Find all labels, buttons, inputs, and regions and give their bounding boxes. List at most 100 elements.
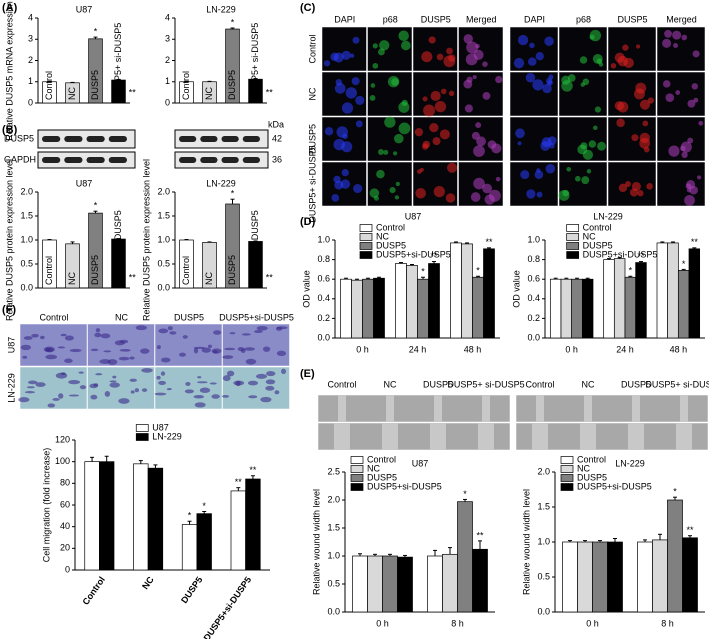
bar <box>613 258 626 339</box>
chart-title: LN-229 <box>206 178 236 188</box>
if-signal <box>635 44 641 49</box>
if-signal <box>616 118 625 128</box>
if-signal <box>445 193 456 203</box>
if-signal <box>672 30 682 40</box>
blot-row-label: GAPDH <box>4 154 36 164</box>
legend-label: Control <box>577 454 606 464</box>
x-tick-label: 8 h <box>451 618 464 628</box>
bar-label: DUSP5+si-DUSP5 <box>250 210 260 285</box>
if-signal <box>575 175 581 182</box>
wound-gap <box>628 423 644 450</box>
if-signal <box>434 100 447 113</box>
migration-cell <box>209 382 217 385</box>
significance: * <box>673 487 677 497</box>
if-signal <box>617 55 628 67</box>
bar-label: NC <box>67 87 77 100</box>
panel-label: (D) <box>300 216 316 228</box>
legend-swatch <box>560 474 574 482</box>
y-tick-label: 1.5 <box>157 210 170 220</box>
if-signal <box>685 183 692 190</box>
migration-cell <box>119 348 131 352</box>
legend-swatch <box>350 465 364 473</box>
bar <box>562 541 578 613</box>
if-signal <box>482 91 491 100</box>
migration-cell <box>241 333 251 336</box>
blot-band <box>42 157 61 163</box>
if-image <box>607 71 657 117</box>
migration-cell <box>95 328 101 333</box>
migration-cell <box>154 392 167 396</box>
migration-cell <box>160 371 166 376</box>
y-tick-label: 1 <box>28 76 33 86</box>
wound-gap <box>334 423 350 450</box>
if-signal <box>520 170 530 180</box>
panel-label: (E) <box>300 368 315 380</box>
if-signal <box>681 151 688 159</box>
if-column-label: Merged <box>466 14 497 24</box>
if-signal <box>484 194 495 205</box>
migration-cell <box>64 335 74 341</box>
bar <box>133 463 149 571</box>
bar-label: NC <box>67 272 77 285</box>
y-tick-label: 60 <box>60 499 70 509</box>
y-tick-label: 1.5 <box>327 522 340 532</box>
if-signal <box>398 122 411 135</box>
migration-cell <box>68 394 80 397</box>
legend-swatch <box>560 465 574 473</box>
if-signal <box>532 79 544 91</box>
if-signal <box>566 166 572 172</box>
bar <box>406 265 418 339</box>
if-signal <box>692 50 700 58</box>
y-tick-label: 0 <box>165 97 170 107</box>
migration-cell <box>18 397 30 403</box>
bar <box>682 537 698 613</box>
y-axis-label: Relative DUSP5 mRNA expression level <box>4 0 14 141</box>
bar <box>472 276 484 339</box>
y-tick-label: 2.0 <box>327 494 340 504</box>
significance: * <box>476 266 480 276</box>
if-signal <box>542 83 552 94</box>
migration-cell <box>179 352 186 357</box>
if-signal <box>473 177 485 190</box>
bar <box>382 555 398 613</box>
if-signal <box>482 183 493 194</box>
bar <box>245 478 261 571</box>
if-signal <box>547 136 557 145</box>
y-tick-label: 0.5 <box>20 258 33 268</box>
y-tick-label: 0.5 <box>537 571 550 581</box>
if-signal <box>643 146 650 153</box>
y-tick-label: 1.5 <box>537 501 550 511</box>
y-tick-label: 2 <box>165 55 170 65</box>
blot-band <box>200 136 218 142</box>
panel-label: (F) <box>2 304 16 316</box>
migration-cell <box>99 359 111 365</box>
wound-gap <box>482 395 490 422</box>
legend-swatch <box>566 224 580 232</box>
migration-column-label: DUSP5 <box>174 312 204 322</box>
if-signal <box>341 102 354 114</box>
migration-cell <box>58 393 64 399</box>
if-column-label: DAPI <box>334 14 355 24</box>
if-signal <box>448 90 455 97</box>
y-tick-label: 4 <box>28 12 33 22</box>
significance: ** <box>691 237 699 247</box>
migration-cell <box>274 390 280 395</box>
migration-image <box>154 366 223 410</box>
migration-column-label: NC <box>115 312 128 322</box>
wound-image <box>515 394 709 423</box>
bar-label: NC <box>204 272 214 285</box>
if-signal <box>513 57 525 69</box>
if-signal <box>693 97 699 103</box>
migration-cell <box>141 388 148 392</box>
bar <box>461 243 473 339</box>
migration-cell <box>193 346 206 349</box>
if-signal <box>536 191 543 198</box>
if-signal <box>333 52 344 63</box>
significance: * <box>94 27 98 37</box>
bar <box>442 553 458 613</box>
migration-cell <box>89 383 98 389</box>
y-tick-label: 0.2 <box>317 313 330 323</box>
if-signal <box>472 75 477 80</box>
legend-label: Control <box>367 454 396 464</box>
y-tick-label: 0.0 <box>537 606 550 616</box>
